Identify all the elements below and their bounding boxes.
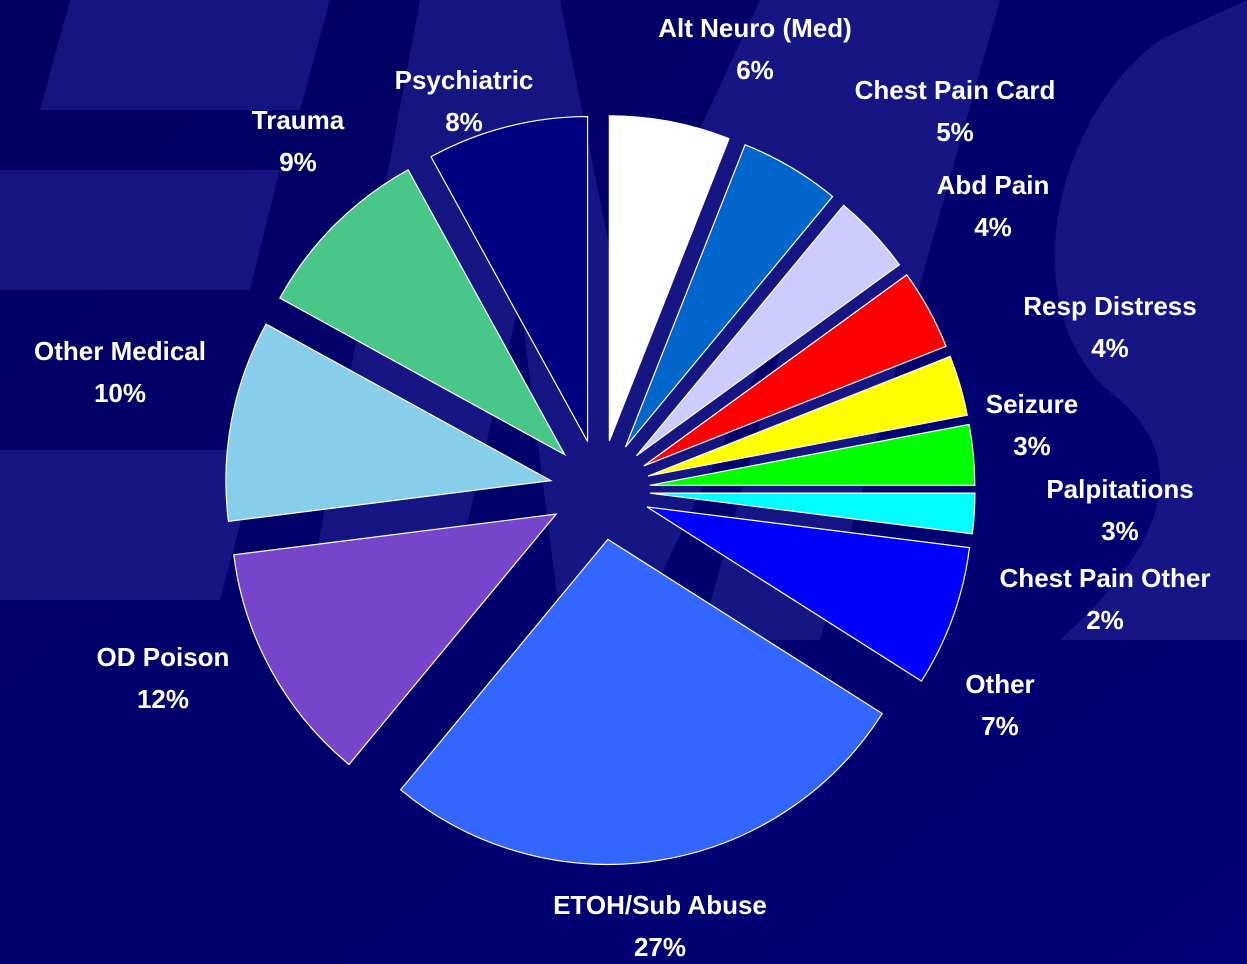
pie-slice xyxy=(649,492,976,535)
pie-slice xyxy=(646,506,971,682)
pie-slice xyxy=(649,423,976,486)
pie-slice xyxy=(624,144,834,448)
slice-label: OD Poison xyxy=(97,642,230,672)
pie-slice xyxy=(233,513,558,766)
value-label: 2% xyxy=(1086,605,1124,635)
slice-label: Other Medical xyxy=(34,336,206,366)
slice-label: Palpitations xyxy=(1046,474,1193,504)
value-label: 5% xyxy=(936,117,974,147)
value-label: 10% xyxy=(94,378,146,408)
pie-slice xyxy=(635,204,901,457)
value-label: 27% xyxy=(634,932,686,962)
slice-label: Other xyxy=(965,669,1034,699)
pie-slice xyxy=(225,323,553,523)
slice-label: Resp Distress xyxy=(1023,291,1196,321)
value-label: 9% xyxy=(279,147,317,177)
slice-label: Seizure xyxy=(986,389,1079,419)
value-label: 6% xyxy=(736,55,774,85)
value-label: 3% xyxy=(1013,431,1051,461)
labels: Alt Neuro (Med) 6% Chest Pain Card 5% Abd Pa… xyxy=(34,13,1210,962)
slice-label: Psychiatric xyxy=(395,65,534,95)
slice-label: Chest Pain Card xyxy=(855,75,1056,105)
value-label: 12% xyxy=(137,684,189,714)
slice-label: Abd Pain xyxy=(937,170,1050,200)
pie xyxy=(225,115,976,865)
pie-slice xyxy=(647,355,968,477)
value-label: 8% xyxy=(445,107,483,137)
slice-label: Chest Pain Other xyxy=(1000,563,1211,593)
pie-slice xyxy=(643,274,947,467)
slice-label: Alt Neuro (Med) xyxy=(658,13,852,43)
value-label: 3% xyxy=(1101,516,1139,546)
pie-slice xyxy=(279,169,567,457)
value-label: 4% xyxy=(974,212,1012,242)
slice-label: Trauma xyxy=(252,105,345,135)
pie-slice xyxy=(608,115,730,442)
pie-slice xyxy=(430,115,589,442)
value-label: 7% xyxy=(981,711,1019,741)
slice-label: ETOH/Sub Abuse xyxy=(553,890,767,920)
value-label: 4% xyxy=(1091,333,1129,363)
pie-slice xyxy=(399,538,884,865)
